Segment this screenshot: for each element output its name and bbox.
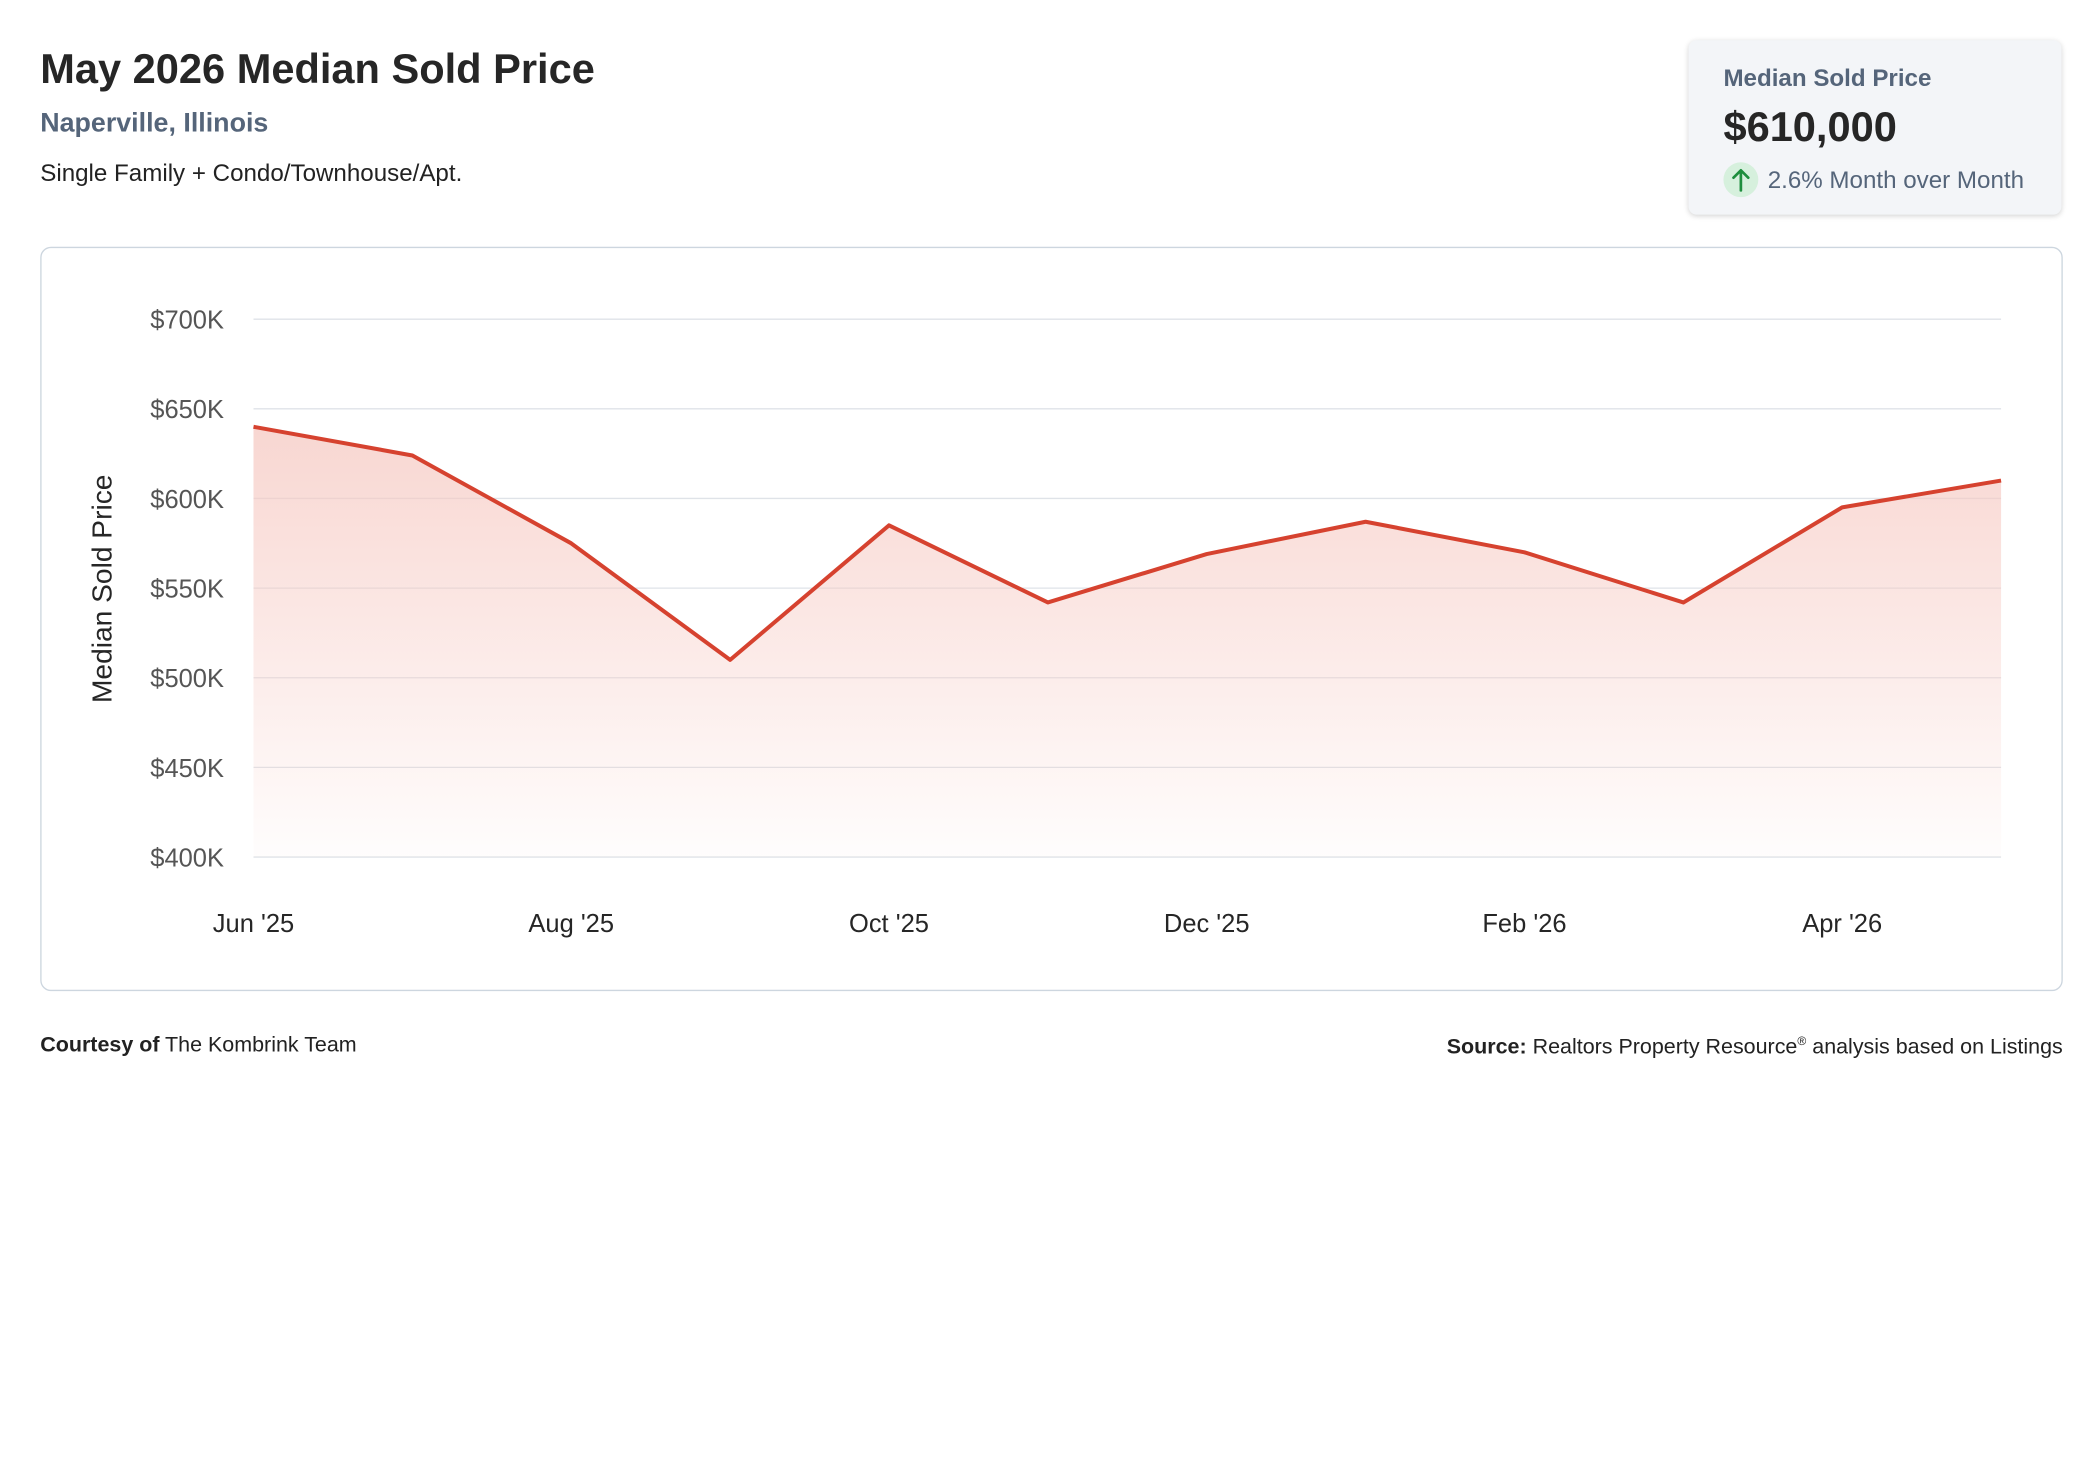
x-tick-label: Dec '25 — [1164, 910, 1250, 938]
y-tick-label: $400K — [150, 844, 224, 872]
page-title: May 2026 Median Sold Price — [40, 45, 595, 93]
property-types-label: Single Family + Condo/Townhouse/Apt. — [40, 159, 463, 187]
series-line — [253, 424, 2002, 662]
stat-value: $610,000 — [1723, 103, 1897, 151]
courtesy-note: Courtesy of The Kombrink Team — [40, 1034, 356, 1058]
source-suffix: analysis based on Listings — [1812, 1035, 2063, 1059]
median-price-card: Median Sold Price $610,000 2.6% Month ov… — [1688, 40, 2062, 215]
stat-label: Median Sold Price — [1723, 64, 1932, 92]
price-chart: $700K $650K $600K $550K $500K $450K $400K Jun … — [86, 307, 2002, 938]
location-label: Naperville, Illinois — [40, 108, 269, 139]
stat-change-text: 2.6% Month over Month — [1767, 165, 2025, 193]
y-tick-label: $700K — [150, 307, 224, 335]
source-prefix: Source: — [1446, 1035, 1527, 1059]
y-tick-label: $650K — [150, 396, 224, 424]
x-tick-label: Apr '26 — [1802, 910, 1882, 938]
registered-mark: ® — [1797, 1034, 1807, 1048]
x-tick-label: Oct '25 — [849, 910, 929, 938]
arrow-up-icon — [1723, 162, 1759, 198]
stat-change: 2.6% Month over Month — [1723, 162, 2025, 198]
source-name: Realtors Property Resource — [1532, 1035, 1798, 1059]
x-tick-label: Jun '25 — [213, 910, 294, 938]
x-tick-label: Feb '26 — [1482, 910, 1566, 938]
courtesy-name: The Kombrink Team — [165, 1034, 357, 1057]
y-tick-label: $450K — [150, 755, 224, 783]
y-tick-label: $550K — [150, 576, 224, 604]
courtesy-prefix: Courtesy of — [40, 1034, 160, 1057]
y-tick-label: $600K — [150, 486, 224, 514]
x-tick-label: Aug '25 — [528, 910, 614, 938]
y-tick-label: $500K — [150, 665, 224, 693]
series-area — [253, 426, 2002, 858]
chart-container: $700K $650K $600K $550K $500K $450K $400K Jun … — [40, 246, 2063, 992]
y-axis-label: Median Sold Price — [86, 475, 117, 704]
